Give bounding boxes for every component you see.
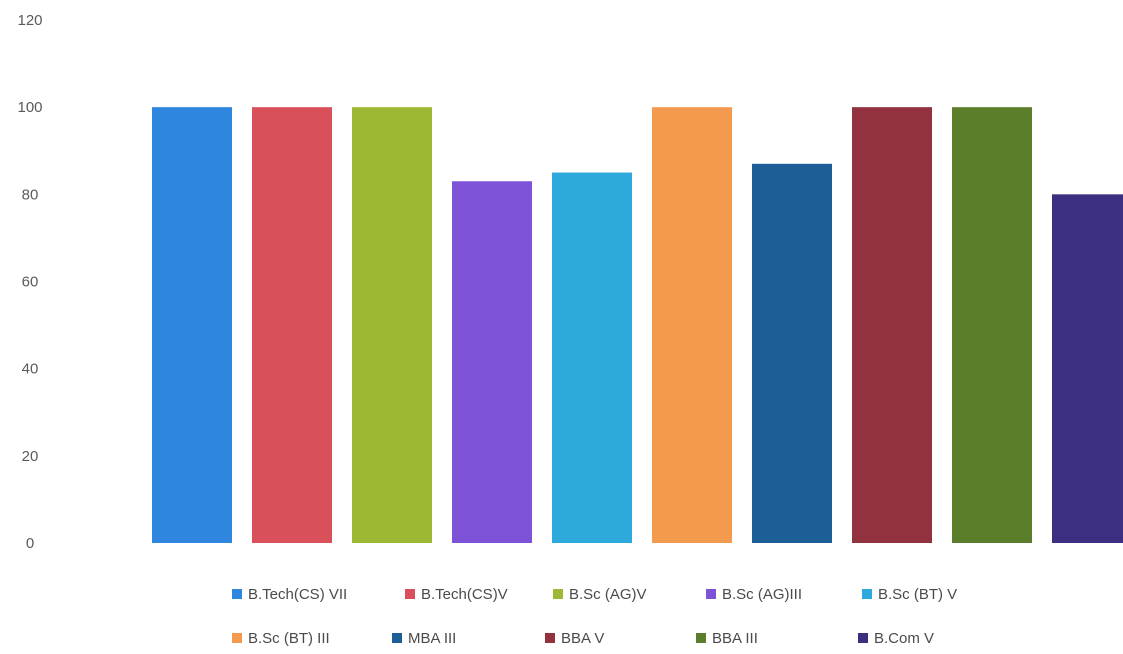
legend-item: B.Sc (AG)V	[553, 580, 647, 608]
bar	[652, 107, 732, 544]
legend-label: B.Sc (AG)III	[722, 585, 803, 603]
y-tick-label: 80	[22, 186, 39, 203]
legend-swatch	[553, 589, 563, 599]
legend-label: B.Sc (AG)V	[569, 585, 647, 603]
legend-item: MBA III	[392, 624, 456, 652]
legend-item: BBA III	[696, 624, 758, 652]
legend-label: MBA III	[408, 629, 457, 647]
bar	[752, 163, 832, 543]
bars	[152, 107, 1123, 544]
plot-area: 0 20 40 60 80 100 120	[17, 12, 1123, 552]
bar	[452, 181, 532, 543]
y-tick-label: 60	[22, 274, 39, 291]
legend: B.Tech(CS) VII B.Tech(CS)V B.Sc (AG)V B.Sc …	[0, 580, 1123, 654]
legend-swatch	[232, 633, 242, 643]
legend-label: B.Tech(CS)V	[421, 585, 508, 603]
legend-swatch	[405, 589, 415, 599]
legend-swatch	[392, 633, 402, 643]
y-axis: 0 20 40 60 80 100 120	[17, 12, 42, 552]
legend-item: B.Sc (BT) III	[232, 624, 330, 652]
legend-item: B.Com V	[858, 624, 934, 652]
bar	[352, 107, 432, 544]
bar	[952, 107, 1032, 544]
legend-item: B.Sc (BT) V	[862, 580, 957, 608]
bar	[1052, 194, 1123, 544]
legend-swatch	[862, 589, 872, 599]
bar	[552, 172, 632, 543]
y-tick-label: 40	[22, 361, 39, 378]
legend-swatch	[232, 589, 242, 599]
legend-swatch	[696, 633, 706, 643]
legend-item: BBA V	[545, 624, 604, 652]
legend-swatch	[706, 589, 716, 599]
legend-swatch	[858, 633, 868, 643]
legend-swatch	[545, 633, 555, 643]
bar	[252, 107, 332, 544]
legend-label: BBA V	[561, 629, 605, 647]
legend-item: B.Sc (AG)III	[706, 580, 802, 608]
bar	[152, 107, 232, 544]
y-tick-label: 0	[26, 535, 34, 552]
bar	[852, 107, 932, 544]
legend-item: B.Tech(CS) VII	[232, 580, 347, 608]
legend-item: B.Tech(CS)V	[405, 580, 508, 608]
legend-row: B.Sc (BT) III MBA III BBA V BBA III B.Com V	[0, 624, 1123, 654]
y-tick-label: 20	[22, 448, 39, 465]
legend-row: B.Tech(CS) VII B.Tech(CS)V B.Sc (AG)V B.Sc …	[0, 580, 1123, 624]
legend-label: B.Sc (BT) III	[248, 629, 330, 647]
y-tick-label: 120	[17, 12, 42, 29]
legend-label: B.Com V	[874, 629, 935, 647]
legend-label: BBA III	[712, 629, 758, 647]
legend-label: B.Tech(CS) VII	[248, 585, 348, 603]
legend-label: B.Sc (BT) V	[878, 585, 958, 603]
y-tick-label: 100	[17, 99, 42, 116]
